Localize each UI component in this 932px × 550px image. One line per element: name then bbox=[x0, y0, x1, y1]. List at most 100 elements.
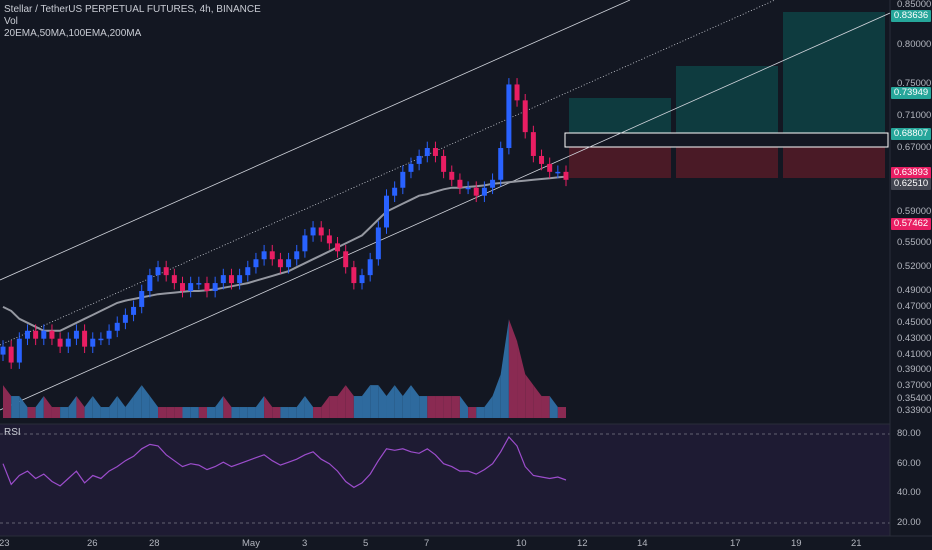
volume-segment bbox=[525, 374, 534, 418]
volume-segment bbox=[158, 407, 167, 418]
volume-segment bbox=[206, 407, 216, 418]
candle bbox=[155, 260, 161, 282]
volume-segment bbox=[435, 396, 444, 418]
candle-body bbox=[33, 330, 39, 339]
volume-segment bbox=[419, 396, 428, 418]
volume-segment bbox=[223, 396, 232, 418]
candle-body bbox=[310, 227, 316, 236]
volume-segment bbox=[60, 407, 69, 418]
volume-segment bbox=[296, 396, 305, 418]
price-label: 0.83636 bbox=[891, 9, 931, 22]
candle bbox=[8, 340, 14, 369]
candle-body bbox=[432, 148, 438, 156]
time-tick: 5 bbox=[363, 538, 369, 549]
volume-segment bbox=[272, 407, 281, 418]
candle bbox=[514, 78, 520, 107]
candle bbox=[563, 165, 569, 187]
volume-segment bbox=[174, 407, 183, 418]
candle-body bbox=[359, 275, 365, 284]
price-tick: 0.39000 bbox=[897, 364, 932, 376]
candle-body bbox=[24, 330, 30, 339]
candle bbox=[481, 181, 487, 203]
volume-segment bbox=[231, 407, 240, 418]
candle-body bbox=[392, 187, 398, 196]
volume-segment bbox=[239, 407, 248, 418]
volume-segment bbox=[541, 396, 550, 418]
candle bbox=[212, 276, 218, 298]
volume-segment bbox=[166, 407, 175, 418]
candle-body bbox=[180, 283, 186, 292]
candle-body bbox=[41, 330, 47, 339]
volume-segment bbox=[313, 407, 322, 418]
candle bbox=[530, 125, 536, 163]
candle bbox=[204, 276, 210, 298]
candle-body bbox=[286, 259, 292, 268]
volume-segment bbox=[11, 396, 20, 418]
price-tick: 0.71000 bbox=[897, 110, 932, 122]
volume-segment bbox=[247, 407, 256, 418]
price-label: 0.57462 bbox=[891, 217, 931, 230]
time-tick: 14 bbox=[637, 538, 648, 549]
candle-body bbox=[367, 259, 373, 276]
candle bbox=[506, 78, 512, 155]
candle bbox=[359, 268, 365, 290]
candle bbox=[98, 332, 104, 346]
volume-segment bbox=[255, 396, 265, 418]
candle bbox=[24, 324, 30, 346]
volume-segment bbox=[370, 385, 379, 418]
price-label: 0.68807 bbox=[891, 127, 931, 140]
candle-body bbox=[245, 267, 251, 276]
candle bbox=[196, 276, 202, 290]
volume-segment bbox=[3, 385, 12, 418]
volume-segment bbox=[386, 385, 395, 418]
volume-segment bbox=[362, 385, 371, 418]
candle-body bbox=[65, 338, 71, 347]
candle-body bbox=[147, 275, 153, 292]
rsi-tick: 20.00 bbox=[897, 517, 921, 528]
candle-body bbox=[212, 283, 218, 292]
volume-segment bbox=[280, 407, 289, 418]
candle-body bbox=[237, 275, 243, 284]
volume-segment bbox=[288, 407, 297, 418]
volume-segment bbox=[84, 396, 93, 418]
stop-zone-1 bbox=[569, 147, 671, 178]
volume-legend: Vol bbox=[4, 16, 18, 27]
price-tick: 0.75000 bbox=[897, 78, 932, 90]
candle bbox=[416, 149, 422, 171]
volume-segment bbox=[321, 396, 330, 418]
candle-body bbox=[114, 322, 120, 331]
candle bbox=[547, 157, 553, 179]
rsi-tick: 40.00 bbox=[897, 487, 921, 499]
candle-body bbox=[457, 179, 463, 188]
candle-body bbox=[98, 338, 104, 341]
volume-segment bbox=[378, 385, 387, 418]
candle bbox=[424, 141, 430, 163]
candle-body bbox=[228, 275, 234, 284]
candle bbox=[294, 244, 300, 266]
candle-body bbox=[49, 330, 55, 339]
price-label: 0.62510 bbox=[891, 177, 931, 190]
volume-segment bbox=[117, 396, 126, 418]
candle bbox=[302, 229, 308, 258]
candle bbox=[375, 221, 381, 266]
candle bbox=[131, 300, 137, 322]
candle bbox=[180, 276, 186, 298]
price-tick: 0.49000 bbox=[897, 285, 932, 297]
candle-body bbox=[139, 291, 145, 307]
candle-body bbox=[416, 155, 422, 164]
candle bbox=[277, 252, 283, 274]
price-tick: 0.55000 bbox=[897, 237, 932, 249]
candle bbox=[188, 276, 194, 298]
candle-body bbox=[441, 155, 447, 172]
candle bbox=[147, 268, 153, 298]
candle-body bbox=[318, 227, 324, 236]
volume-segment bbox=[109, 396, 118, 418]
candle-body bbox=[530, 132, 536, 156]
volume-segment bbox=[264, 396, 273, 418]
candle-body bbox=[408, 163, 414, 172]
candle bbox=[408, 157, 414, 179]
candle-body bbox=[522, 100, 528, 133]
candle bbox=[498, 141, 504, 187]
candle-body bbox=[473, 187, 479, 196]
